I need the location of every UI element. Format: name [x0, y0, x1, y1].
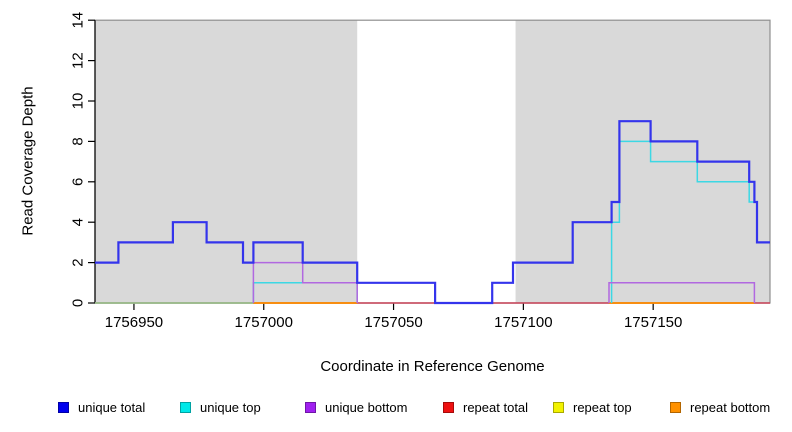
legend-item-repeat-bottom: repeat bottom: [670, 399, 770, 415]
legend: unique total unique top unique bottom re…: [0, 399, 792, 419]
series-lines: [95, 120, 770, 305]
x-tick-label: 1757000: [235, 314, 293, 331]
legend-item-unique-total: unique total: [58, 399, 145, 415]
series-unique-bottom-line: [608, 282, 756, 303]
x-tick-label: 1757050: [364, 314, 422, 331]
legend-item-unique-bottom: unique bottom: [305, 399, 407, 415]
legend-item-unique-top: unique top: [180, 399, 261, 415]
series-unique-bottom-line: [252, 261, 358, 303]
x-tick-label: 1757150: [624, 314, 682, 331]
repeat-top-swatch-icon: [553, 401, 564, 413]
unique-total-swatch-icon: [58, 401, 69, 413]
unique-bottom-swatch-icon: [305, 401, 316, 413]
y-tick-label: 6: [70, 178, 87, 186]
y-tick-label: 12: [70, 52, 87, 69]
legend-label: repeat total: [463, 399, 529, 415]
x-tick-label: 1756950: [105, 314, 163, 331]
repeat-total-swatch-icon: [443, 401, 454, 413]
y-axis-title: Read Coverage Depth: [19, 86, 37, 236]
y-tick-label: 2: [70, 258, 87, 266]
masked-region: [95, 20, 358, 303]
legend-item-repeat-total: repeat total: [443, 399, 528, 415]
legend-item-repeat-top: repeat top: [553, 399, 632, 415]
legend-label: unique top: [200, 399, 261, 415]
x-tick-label: 1757100: [494, 314, 552, 331]
y-tick-label: 14: [70, 12, 87, 29]
y-tick-label: 4: [70, 218, 87, 226]
series-unique-total-line: [95, 120, 770, 305]
repeat-bottom-swatch-icon: [670, 401, 681, 413]
legend-label: repeat top: [573, 399, 632, 415]
y-tick-label: 0: [70, 299, 87, 307]
coverage-plot: 0 2 4 6 8 10 12 14 1756950 1757000 1757050 1757100 1…: [70, 12, 771, 331]
y-tick-label: 8: [70, 137, 87, 145]
y-tick-label: 10: [70, 93, 87, 110]
legend-label: unique bottom: [325, 399, 408, 415]
x-axis-title: Coordinate in Reference Genome: [320, 358, 545, 375]
legend-label: repeat bottom: [690, 399, 771, 415]
legend-label: unique total: [78, 399, 146, 415]
unique-top-swatch-icon: [180, 401, 191, 413]
